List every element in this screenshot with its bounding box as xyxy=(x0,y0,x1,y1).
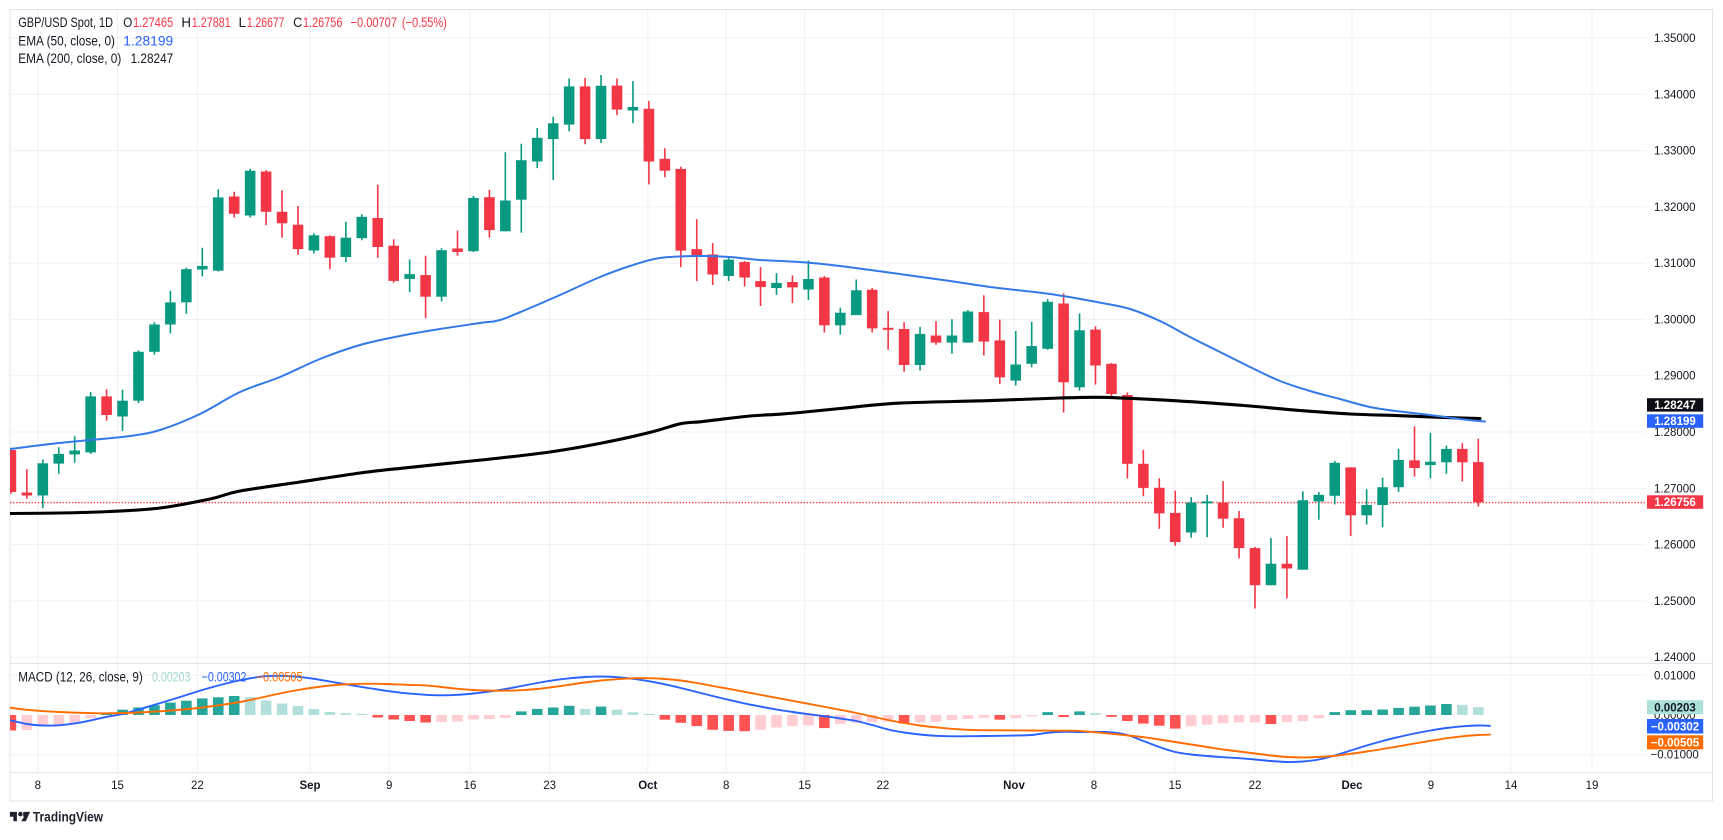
svg-text:1.27000: 1.27000 xyxy=(1654,483,1696,495)
svg-text:L: L xyxy=(239,15,247,30)
svg-text:(−0.55%): (−0.55%) xyxy=(402,15,447,30)
svg-text:Oct: Oct xyxy=(638,780,657,792)
svg-text:1.35000: 1.35000 xyxy=(1654,33,1696,45)
svg-text:22: 22 xyxy=(1249,780,1262,792)
svg-text:GBP/USD Spot, 1D: GBP/USD Spot, 1D xyxy=(18,15,113,30)
svg-text:TradingView: TradingView xyxy=(33,810,104,825)
svg-text:1.26677: 1.26677 xyxy=(247,15,285,30)
svg-text:1.28247: 1.28247 xyxy=(131,51,174,66)
svg-text:8: 8 xyxy=(723,780,729,792)
svg-text:1.28199: 1.28199 xyxy=(1654,416,1696,428)
svg-text:0.00203: 0.00203 xyxy=(1654,702,1696,714)
svg-text:15: 15 xyxy=(798,780,811,792)
svg-text:8: 8 xyxy=(35,780,41,792)
svg-text:1.26756: 1.26756 xyxy=(303,15,342,30)
svg-text:1.34000: 1.34000 xyxy=(1654,89,1696,101)
svg-text:1.27881: 1.27881 xyxy=(192,15,231,30)
svg-text:22: 22 xyxy=(191,780,204,792)
svg-text:8: 8 xyxy=(1091,780,1097,792)
svg-text:C: C xyxy=(293,15,302,30)
svg-text:1.29000: 1.29000 xyxy=(1654,371,1696,383)
svg-text:EMA (50, close, 0): EMA (50, close, 0) xyxy=(18,34,115,49)
svg-text:1.26756: 1.26756 xyxy=(1654,497,1696,509)
svg-text:−0.00302: −0.00302 xyxy=(1651,721,1699,733)
svg-text:−0.00505: −0.00505 xyxy=(257,670,303,685)
svg-text:14: 14 xyxy=(1505,780,1518,792)
svg-text:−0.01000: −0.01000 xyxy=(1651,750,1699,762)
svg-text:EMA (200, close, 0): EMA (200, close, 0) xyxy=(18,51,121,66)
svg-text:22: 22 xyxy=(877,780,890,792)
svg-text:−0.00707: −0.00707 xyxy=(351,15,398,30)
svg-text:16: 16 xyxy=(464,780,477,792)
svg-text:−0.00505: −0.00505 xyxy=(1651,737,1700,749)
svg-text:15: 15 xyxy=(1169,780,1182,792)
svg-text:19: 19 xyxy=(1586,780,1599,792)
svg-text:1.26000: 1.26000 xyxy=(1654,540,1696,552)
svg-text:O: O xyxy=(123,15,132,30)
svg-text:MACD (12, 26, close, 9): MACD (12, 26, close, 9) xyxy=(18,670,143,685)
svg-text:23: 23 xyxy=(543,780,556,792)
svg-text:−0.00302: −0.00302 xyxy=(202,670,247,685)
svg-text:1.25000: 1.25000 xyxy=(1654,596,1696,608)
svg-text:1.31000: 1.31000 xyxy=(1654,258,1696,270)
svg-text:Dec: Dec xyxy=(1341,780,1363,792)
svg-text:Nov: Nov xyxy=(1003,780,1025,792)
svg-text:1.28000: 1.28000 xyxy=(1654,427,1696,439)
svg-text:9: 9 xyxy=(1428,780,1434,792)
svg-text:Sep: Sep xyxy=(299,780,320,792)
svg-text:1.30000: 1.30000 xyxy=(1654,314,1696,326)
svg-text:1.28199: 1.28199 xyxy=(123,34,173,49)
svg-text:1.28247: 1.28247 xyxy=(1654,400,1696,412)
svg-text:0.00203: 0.00203 xyxy=(152,670,191,685)
svg-text:1.27465: 1.27465 xyxy=(133,15,173,30)
svg-text:9: 9 xyxy=(386,780,392,792)
svg-text:1.24000: 1.24000 xyxy=(1654,652,1696,664)
svg-text:H: H xyxy=(181,15,191,30)
svg-text:1.32000: 1.32000 xyxy=(1654,202,1696,214)
svg-text:1.33000: 1.33000 xyxy=(1654,146,1696,158)
svg-text:15: 15 xyxy=(111,780,124,792)
svg-text:0.01000: 0.01000 xyxy=(1654,670,1696,682)
